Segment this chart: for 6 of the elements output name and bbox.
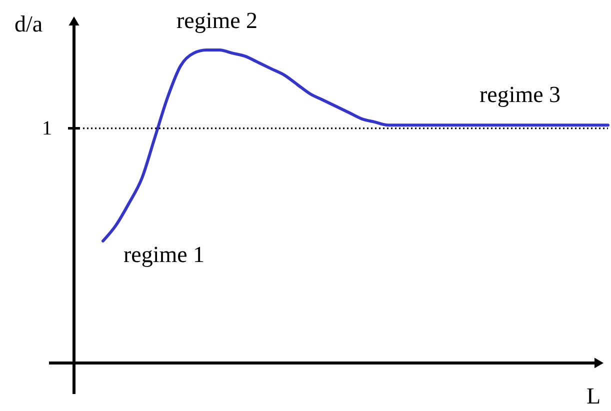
x-axis-title: L bbox=[586, 384, 601, 408]
text: regime 2 bbox=[176, 8, 258, 33]
y-axis-title: d/a bbox=[14, 12, 43, 36]
ref-line-label: 1 bbox=[42, 117, 52, 140]
annotation: regime 3 bbox=[479, 82, 561, 107]
annotation: regime 1 bbox=[123, 242, 205, 267]
